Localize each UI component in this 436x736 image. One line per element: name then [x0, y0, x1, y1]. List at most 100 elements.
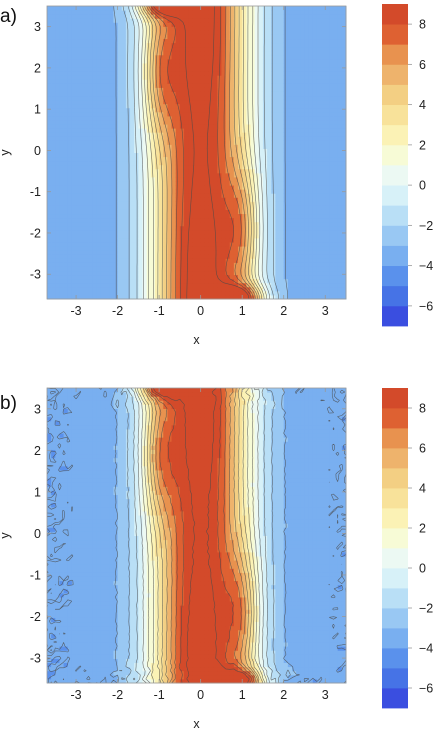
colorbar-swatch — [382, 488, 408, 509]
contour-lines — [46, 387, 347, 684]
colorbar-swatch — [382, 528, 408, 549]
plot-frame — [46, 387, 347, 684]
colorbar-swatch — [382, 124, 408, 146]
colorbar-swatch — [382, 428, 408, 449]
panel-label: b) — [0, 393, 17, 414]
colorbar-swatch — [382, 64, 408, 85]
y-tick-label: -1 — [30, 568, 41, 582]
colorbar-tick-label: 6 — [419, 58, 426, 72]
contour-level — [152, 387, 250, 684]
x-tick-label: 1 — [239, 688, 246, 702]
colorbar-swatch — [382, 568, 408, 589]
colorbar-tick-label: −2 — [419, 602, 433, 616]
colorbar-swatch — [382, 408, 408, 429]
colorbar-tick-label: −6 — [419, 299, 433, 313]
contour-level — [134, 387, 268, 684]
colorbar-swatch — [382, 448, 408, 469]
x-axis-label: x — [193, 717, 200, 731]
contour-level — [136, 387, 266, 684]
colorbar-swatch — [382, 4, 408, 25]
colorbar-swatch — [382, 688, 408, 709]
colorbar-swatch — [382, 44, 408, 65]
x-tick-label: -2 — [112, 304, 123, 318]
contour-level — [120, 387, 281, 684]
colorbar-swatch — [382, 388, 408, 409]
contour-level — [153, 5, 250, 300]
y-tick-label: -1 — [30, 185, 41, 199]
y-tick-label: -2 — [30, 226, 41, 240]
contour-level — [144, 5, 258, 300]
contour-level — [127, 5, 274, 300]
y-tick-label: 0 — [34, 527, 41, 541]
colorbar-swatch — [382, 84, 408, 106]
contour-level — [140, 387, 264, 684]
x-tick-label: -2 — [112, 688, 123, 702]
contour-level — [137, 5, 265, 300]
colorbar-swatch — [382, 205, 408, 226]
panel-a: -3 -2 -1 0 1 2 3 -3 -2 -1 0 1 2 3 x y a) 8 6 4 2 0 −2 −4 −6 — [0, 4, 433, 347]
contour-level — [46, 387, 347, 684]
colorbar-swatch — [382, 608, 408, 629]
colorbar-tick-label: −4 — [419, 642, 433, 656]
colorbar-swatch — [382, 165, 408, 186]
x-tick-label: -1 — [154, 688, 165, 702]
panel-label: a) — [0, 6, 17, 27]
contour-lines — [113, 5, 288, 300]
colorbar-swatch — [382, 185, 408, 206]
colorbar-swatch — [382, 305, 408, 327]
colorbar-swatch — [382, 468, 408, 489]
contour-level — [134, 5, 267, 300]
colorbar-swatch — [382, 628, 408, 649]
colorbar-swatch — [382, 104, 408, 126]
colorbar-swatch — [382, 508, 408, 529]
y-axis-label: y — [0, 532, 12, 539]
colorbar-tick-label: 0 — [419, 562, 426, 576]
colorbar-swatch — [382, 668, 408, 689]
x-tick-label: -1 — [154, 304, 165, 318]
y-tick-label: 2 — [34, 444, 41, 458]
y-tick-label: 3 — [34, 402, 41, 416]
contour-level — [113, 5, 288, 300]
y-axis-label: y — [0, 149, 12, 156]
x-tick-label: -3 — [71, 688, 82, 702]
contour-level — [130, 387, 270, 684]
y-tick-label: 0 — [34, 144, 41, 158]
colorbar-swatch — [382, 144, 408, 166]
panel-b: -3 -2 -1 0 1 2 3 -3 -2 -1 0 1 2 3 x y b) 8 6 4 2 0 −2 −4 −6 — [0, 387, 433, 731]
contour-level — [131, 5, 271, 300]
colorbar-tick-label: −2 — [419, 219, 433, 233]
colorbar-tick-label: −4 — [419, 259, 433, 273]
plot-frame — [46, 5, 347, 300]
colorbar-tick-label: 6 — [419, 442, 426, 456]
colorbar-swatch — [382, 245, 408, 267]
colorbar-tick-label: 0 — [419, 179, 426, 193]
colorbar-tick-label: 2 — [419, 522, 426, 536]
colorbar-swatch — [382, 648, 408, 669]
contour-level — [150, 387, 253, 684]
x-tick-label: 2 — [280, 304, 287, 318]
y-tick-label: 3 — [34, 20, 41, 34]
colorbar-swatch — [382, 588, 408, 609]
contour-level — [46, 387, 347, 684]
colorbar: 8 6 4 2 0 −2 −4 −6 — [382, 4, 433, 327]
colorbar-tick-label: 8 — [419, 402, 426, 416]
colorbar-tick-label: 8 — [419, 18, 426, 32]
colorbar-swatch — [382, 285, 408, 307]
x-tick-label: 2 — [280, 688, 287, 702]
colorbar-swatch — [382, 24, 408, 45]
y-tick-label: 1 — [34, 485, 41, 499]
x-tick-label: -3 — [71, 304, 82, 318]
y-tick-label: -3 — [30, 268, 41, 282]
contour-level — [148, 5, 254, 300]
colorbar: 8 6 4 2 0 −2 −4 −6 — [382, 388, 433, 709]
contour-level — [144, 387, 258, 684]
x-tick-label: 0 — [197, 304, 204, 318]
colorbar-swatch — [382, 225, 408, 246]
x-axis-label: x — [193, 333, 200, 347]
contour-level — [122, 5, 279, 300]
colorbar-tick-label: −6 — [419, 682, 433, 696]
colorbar-swatch — [382, 265, 408, 287]
x-tick-label: 3 — [322, 304, 329, 318]
colorbar-swatch — [382, 548, 408, 569]
